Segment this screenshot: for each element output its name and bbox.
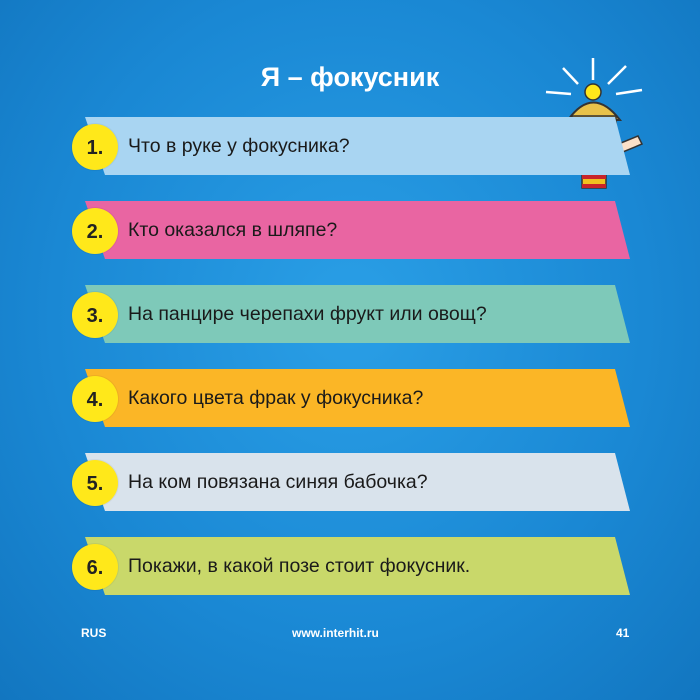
question-text: Что в руке у фокусника? [128,135,350,157]
question-text: На ком повязана синяя бабочка? [128,471,428,493]
question-text: Кто оказался в шляпе? [128,219,338,241]
question-banner-shape [85,453,630,511]
question-number-badge: 1. [72,124,118,170]
footer-page-number: 41 [616,626,630,640]
question-banner-shape [85,285,630,343]
question-banner [85,537,640,595]
question-number-badge: 5. [72,460,118,506]
page-title: Я – фокусник [260,62,440,92]
question-banner [85,453,640,511]
question-banner [85,369,640,427]
question-text: На панцире черепахи фрукт или овощ? [128,303,487,325]
question-number-badge: 6. [72,544,118,590]
question-item: 2. Кто оказался в шляпе? [60,201,640,259]
footer-website[interactable]: www.interhit.ru [292,626,379,640]
question-item: 3. На панцире черепахи фрукт или овощ? [60,285,640,343]
question-text: Покажи, в какой позе стоит фокусник. [128,555,471,577]
question-item: 4. Какого цвета фрак у фокусника? [60,369,640,427]
question-banner-shape [85,117,630,175]
question-text: Какого цвета фрак у фокусника? [128,387,424,409]
question-banner [85,117,640,175]
question-banner [85,201,640,259]
question-item: 1. Что в руке у фокусника? [60,117,640,175]
question-number-badge: 3. [72,292,118,338]
question-banner [85,285,640,343]
question-item: 6. Покажи, в какой позе стоит фокусник. [60,537,640,595]
question-banner-shape [85,201,630,259]
question-number-badge: 4. [72,376,118,422]
footer-language: RUS [81,626,107,640]
question-banner-shape [85,537,630,595]
question-item: 5. На ком повязана синяя бабочка? [60,453,640,511]
question-banner-shape [85,369,630,427]
question-number-badge: 2. [72,208,118,254]
